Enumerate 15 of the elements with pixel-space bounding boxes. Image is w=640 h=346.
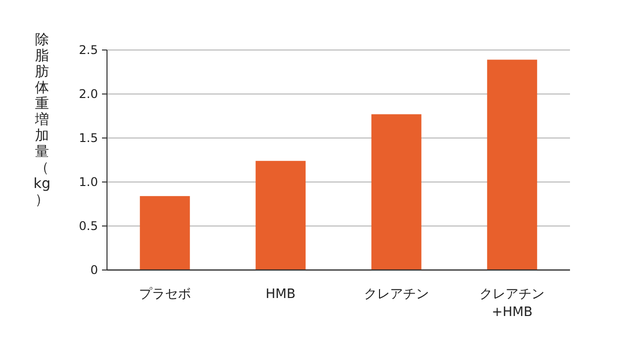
bar: [140, 196, 190, 270]
x-tick-label: プラセボ: [138, 287, 191, 302]
y-tick-label: 0.5: [78, 219, 98, 233]
text: 除脂肪体重増加量（kg）: [34, 32, 50, 208]
x-tick-label: HMB: [266, 287, 296, 302]
x-tick-label: クレアチン: [364, 287, 429, 302]
x-tick-label: クレアチン +HMB: [480, 287, 545, 320]
bar: [256, 160, 306, 270]
y-tick-label: 2.0: [78, 87, 98, 101]
bar: [371, 114, 422, 270]
y-tick-label: 2.5: [78, 43, 98, 57]
y-tick-label: 0: [90, 263, 98, 277]
y-tick-label: 1.0: [78, 175, 98, 189]
y-tick-label: 1.5: [78, 131, 98, 145]
bar: [487, 60, 538, 270]
